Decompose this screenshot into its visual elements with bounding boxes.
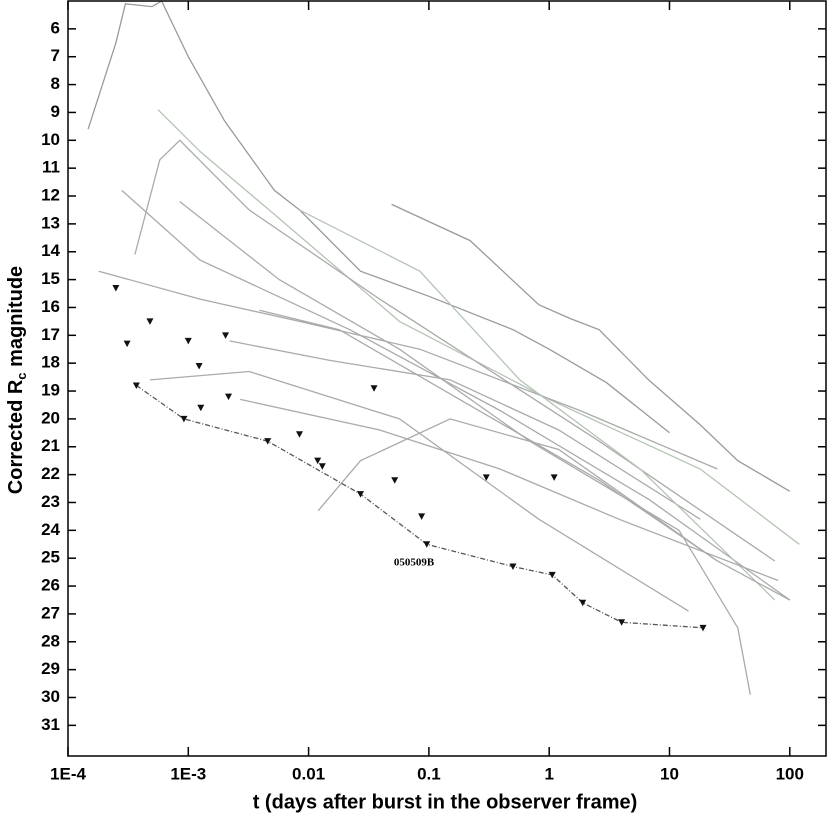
upper-limit bbox=[318, 463, 326, 470]
upper-limit bbox=[418, 513, 426, 520]
x-tick-label: 1E-4 bbox=[50, 764, 86, 783]
light-curve bbox=[149, 370, 689, 612]
y-tick-label: 29 bbox=[41, 659, 60, 678]
y-tick-label: 18 bbox=[41, 353, 60, 372]
x-tick-label: 0.01 bbox=[292, 764, 325, 783]
y-label-rest: magnitude bbox=[5, 266, 27, 373]
x-tick-label: 100 bbox=[776, 764, 804, 783]
upper-limit bbox=[112, 284, 120, 292]
y-label-main: Corrected R bbox=[5, 379, 27, 494]
y-tick-label: 31 bbox=[41, 715, 60, 734]
y-tick-label: 15 bbox=[41, 269, 60, 288]
y-tick-label: 23 bbox=[41, 492, 60, 511]
upper-limit bbox=[370, 385, 378, 392]
light-curve bbox=[98, 270, 718, 470]
light-curve bbox=[229, 340, 701, 520]
y-axis-label: Corrected Rc magnitude bbox=[5, 266, 29, 494]
light-curve bbox=[87, 0, 670, 434]
light-curve bbox=[240, 398, 779, 582]
upper-limit bbox=[222, 332, 230, 339]
y-tick-label: 13 bbox=[41, 213, 60, 232]
upper-limit bbox=[618, 619, 626, 626]
upper-limit bbox=[509, 563, 517, 571]
upper-limit bbox=[423, 541, 431, 548]
upper-limit bbox=[356, 491, 364, 498]
upper-limit bbox=[699, 624, 707, 632]
upper-limit bbox=[548, 571, 556, 579]
y-label-sub: c bbox=[14, 372, 29, 379]
y-tick-label: 12 bbox=[41, 186, 60, 205]
y-tick-label: 17 bbox=[41, 325, 60, 344]
light-curve bbox=[317, 418, 718, 562]
upper-limit bbox=[482, 474, 490, 481]
plot-frame bbox=[67, 0, 827, 757]
light-curve bbox=[391, 203, 791, 492]
upper-limit bbox=[314, 457, 322, 465]
upper-limit bbox=[579, 599, 587, 607]
light-curve bbox=[299, 209, 776, 601]
y-tick-label: 9 bbox=[51, 102, 60, 121]
y-tick-label: 27 bbox=[41, 603, 60, 622]
upper-limit bbox=[180, 415, 188, 423]
y-tick-label: 22 bbox=[41, 464, 60, 483]
upper-limit bbox=[264, 438, 272, 445]
upper-limit bbox=[391, 477, 399, 484]
light-curve bbox=[121, 189, 791, 601]
y-tick-label: 28 bbox=[41, 631, 60, 650]
y-tick-label: 6 bbox=[51, 18, 60, 37]
upper-limit bbox=[146, 318, 154, 325]
light-curve bbox=[157, 109, 800, 545]
x-tick-label: 1E-3 bbox=[170, 764, 206, 783]
y-tick-label: 7 bbox=[51, 46, 60, 65]
y-tick-label: 21 bbox=[41, 436, 60, 455]
upper-limit bbox=[225, 393, 233, 401]
y-tick-label: 20 bbox=[41, 408, 60, 427]
x-axis-label: t (days after burst in the observer fram… bbox=[253, 791, 638, 813]
upper-limit bbox=[123, 340, 131, 348]
upper-limit bbox=[132, 382, 140, 389]
y-tick-label: 11 bbox=[42, 158, 60, 177]
x-tick-label: 10 bbox=[660, 764, 679, 783]
annotation: 050509B bbox=[394, 557, 435, 569]
y-tick-label: 10 bbox=[41, 130, 60, 149]
light-curve bbox=[134, 139, 776, 562]
y-tick-label: 26 bbox=[41, 576, 60, 595]
upper-limit bbox=[184, 337, 192, 345]
upper-limit bbox=[550, 474, 558, 481]
y-tick-label: 19 bbox=[41, 381, 60, 400]
light-curve bbox=[259, 309, 791, 601]
y-tick-label: 16 bbox=[41, 297, 60, 316]
light-curve bbox=[136, 384, 704, 629]
upper-limit bbox=[295, 431, 303, 438]
x-tick-label: 0.1 bbox=[417, 764, 441, 783]
upper-limit bbox=[195, 362, 203, 370]
x-tick-label: 1 bbox=[544, 764, 553, 783]
y-tick-label: 24 bbox=[41, 520, 60, 539]
y-tick-label: 8 bbox=[51, 74, 60, 93]
light-curve bbox=[179, 201, 751, 695]
upper-limit bbox=[197, 404, 205, 412]
y-tick-label: 25 bbox=[41, 548, 60, 567]
y-tick-label: 30 bbox=[41, 687, 60, 706]
y-tick-label: 14 bbox=[41, 241, 60, 260]
